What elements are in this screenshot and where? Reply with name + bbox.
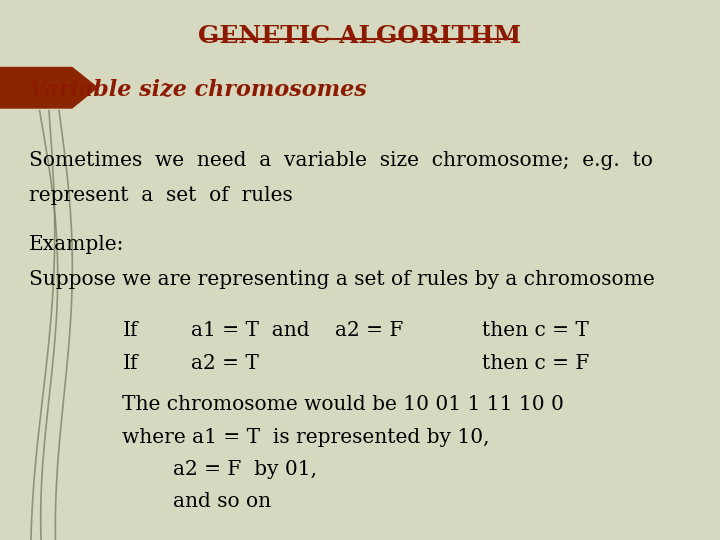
Text: The chromosome would be 10 01 1 11 10 0: The chromosome would be 10 01 1 11 10 0	[122, 395, 564, 414]
Text: represent  a  set  of  rules: represent a set of rules	[29, 186, 292, 205]
Text: a1 = T  and: a1 = T and	[191, 321, 310, 340]
Text: If: If	[122, 354, 138, 373]
Text: Example:: Example:	[29, 235, 125, 254]
Text: Suppose we are representing a set of rules by a chromosome: Suppose we are representing a set of rul…	[29, 270, 654, 289]
Text: where a1 = T  is represented by 10,: where a1 = T is represented by 10,	[122, 428, 490, 447]
Polygon shape	[0, 68, 97, 108]
Text: then c = F: then c = F	[482, 354, 590, 373]
Text: Sometimes  we  need  a  variable  size  chromosome;  e.g.  to: Sometimes we need a variable size chromo…	[29, 151, 652, 170]
Text: a2 = F: a2 = F	[335, 321, 403, 340]
Text: then c = T: then c = T	[482, 321, 589, 340]
Text: GENETIC ALGORITHM: GENETIC ALGORITHM	[199, 24, 521, 48]
Text: a2 = F  by 01,: a2 = F by 01,	[122, 460, 318, 479]
Text: and so on: and so on	[122, 492, 271, 511]
Text: Variable size chromosomes: Variable size chromosomes	[29, 78, 366, 100]
Text: a2 = T: a2 = T	[191, 354, 258, 373]
Text: If: If	[122, 321, 138, 340]
